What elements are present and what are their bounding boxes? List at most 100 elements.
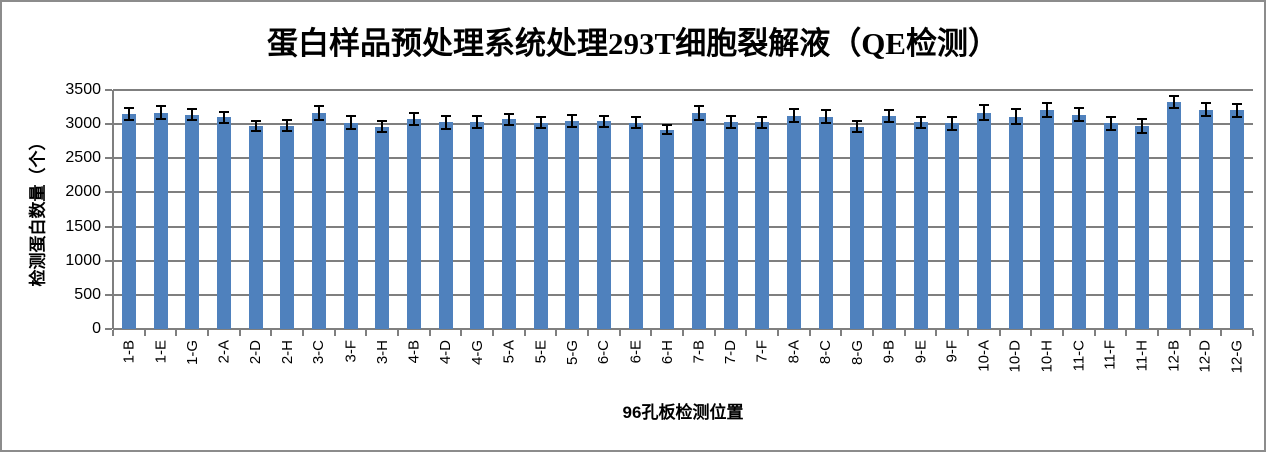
bar bbox=[1230, 110, 1244, 329]
bar bbox=[945, 123, 959, 329]
x-axis-tick bbox=[429, 330, 431, 336]
bar bbox=[249, 126, 263, 329]
x-tick-label: 12-G bbox=[1228, 340, 1246, 374]
error-bar-cap-bottom bbox=[536, 127, 546, 130]
x-axis-tick bbox=[397, 330, 399, 336]
x-axis-tick bbox=[1030, 330, 1032, 336]
x-axis-tick bbox=[587, 330, 589, 336]
y-tick-label: 500 bbox=[74, 285, 101, 303]
gridline bbox=[113, 191, 1253, 194]
bar bbox=[280, 125, 294, 329]
x-axis-tick bbox=[1189, 330, 1191, 336]
y-axis-tick bbox=[105, 259, 112, 262]
error-bar-cap-top bbox=[1169, 95, 1179, 98]
error-bar-line bbox=[1173, 96, 1175, 109]
error-bar-line bbox=[761, 116, 763, 128]
x-axis-tick bbox=[334, 330, 336, 336]
x-axis-tick bbox=[904, 330, 906, 336]
error-bar-cap-top bbox=[947, 115, 957, 118]
x-tick-label: 11-H bbox=[1133, 340, 1151, 372]
bar bbox=[470, 122, 484, 329]
error-bar-cap-bottom bbox=[1201, 115, 1211, 118]
y-tick-label: 0 bbox=[92, 320, 101, 337]
x-axis-tick bbox=[239, 330, 241, 336]
error-bar-cap-top bbox=[821, 109, 831, 112]
gridline bbox=[113, 293, 1253, 296]
x-axis-tick bbox=[840, 330, 842, 336]
error-bar-line bbox=[508, 113, 510, 126]
x-tick-label: 5-G bbox=[563, 340, 581, 366]
x-tick-label: 6-C bbox=[595, 340, 613, 365]
error-bar-cap-bottom bbox=[631, 127, 641, 130]
error-bar-line bbox=[1078, 107, 1080, 122]
x-tick-label: 3-H bbox=[373, 340, 391, 365]
x-tick-label: 5-E bbox=[532, 340, 549, 364]
error-bar-cap-bottom bbox=[282, 130, 292, 133]
error-bar-line bbox=[255, 121, 257, 131]
bar bbox=[534, 122, 548, 329]
error-bar-line bbox=[1205, 103, 1207, 117]
error-bar-line bbox=[635, 117, 637, 129]
error-bar-cap-bottom bbox=[852, 131, 862, 134]
error-bar-cap-top bbox=[1201, 102, 1211, 105]
x-axis-tick bbox=[524, 330, 526, 336]
error-bar-line bbox=[1236, 104, 1238, 117]
error-bar-cap-top bbox=[282, 118, 292, 121]
gridline bbox=[113, 225, 1253, 228]
x-tick-label: 11-C bbox=[1070, 340, 1088, 372]
x-tick-label: 6-H bbox=[658, 340, 676, 365]
error-bar-cap-bottom bbox=[599, 126, 609, 129]
error-bar-cap-top bbox=[884, 109, 894, 112]
error-bar-cap-top bbox=[979, 104, 989, 107]
error-bar-line bbox=[413, 112, 415, 125]
x-axis-tick bbox=[619, 330, 621, 336]
bar bbox=[1009, 116, 1023, 329]
y-axis-tick bbox=[105, 191, 112, 194]
error-bar-line bbox=[666, 125, 668, 135]
bar bbox=[154, 112, 168, 329]
bar bbox=[1167, 102, 1181, 329]
x-axis-tick bbox=[365, 330, 367, 336]
x-tick-label: 2-A bbox=[215, 340, 233, 364]
bar bbox=[660, 129, 674, 329]
error-bar-cap-bottom bbox=[1106, 128, 1116, 131]
error-bar-line bbox=[825, 110, 827, 123]
error-bar-line bbox=[381, 121, 383, 133]
error-bar-cap-bottom bbox=[1042, 115, 1052, 118]
bar bbox=[819, 116, 833, 329]
bar bbox=[882, 115, 896, 329]
error-bar-cap-bottom bbox=[472, 127, 482, 130]
bar bbox=[122, 113, 136, 329]
x-tick-label: 9-E bbox=[912, 340, 929, 364]
x-axis-tick bbox=[1157, 330, 1159, 336]
x-axis-tick bbox=[207, 330, 209, 336]
bar bbox=[724, 122, 738, 329]
x-tick-label: 10-D bbox=[1007, 340, 1024, 373]
error-bar-line bbox=[1141, 119, 1143, 134]
bar bbox=[755, 122, 769, 329]
x-axis-tick bbox=[144, 330, 146, 336]
x-tick-label: 7-B bbox=[690, 340, 708, 364]
y-axis-tick bbox=[105, 293, 112, 296]
y-axis-tick bbox=[105, 225, 112, 228]
error-bar-line bbox=[223, 111, 225, 123]
error-bar-line bbox=[983, 105, 985, 120]
x-tick-label: 1-B bbox=[120, 340, 138, 364]
gridline bbox=[113, 89, 1253, 91]
bar bbox=[787, 115, 801, 329]
error-bar-line bbox=[856, 121, 858, 133]
bar bbox=[1040, 109, 1054, 329]
x-axis-tick bbox=[555, 330, 557, 336]
bar bbox=[1072, 114, 1086, 329]
x-tick-label: 7-F bbox=[753, 340, 771, 363]
x-tick-label: 7-D bbox=[722, 340, 739, 365]
error-bar-line bbox=[1110, 116, 1112, 130]
y-tick-label: 1000 bbox=[65, 251, 101, 269]
x-tick-label: 4-G bbox=[468, 340, 486, 366]
error-bar-cap-top bbox=[124, 106, 134, 109]
error-bar-line bbox=[160, 106, 162, 119]
x-tick-label: 9-F bbox=[943, 340, 961, 363]
error-bar-line bbox=[951, 116, 953, 130]
x-axis-tick bbox=[175, 330, 177, 336]
error-bar-line bbox=[1015, 109, 1017, 124]
